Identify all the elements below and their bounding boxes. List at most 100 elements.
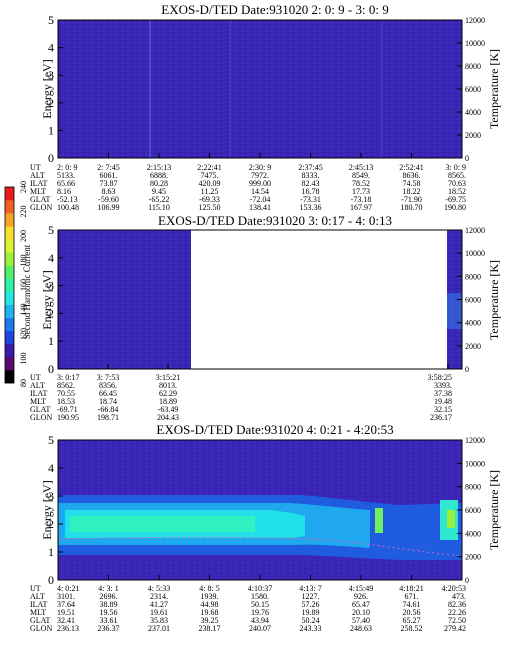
- panel-2-ephem-value: 37.38: [434, 389, 452, 398]
- panel-1-ephem-value: -59.60: [98, 195, 119, 204]
- panel-1-heatmap: [57, 19, 463, 159]
- colorbar-swatch: [5, 252, 14, 266]
- panel-2-ephem-value: 236.17: [430, 413, 452, 422]
- colorbar-tick-label: 200: [19, 230, 28, 242]
- panel-2-ephem-value: 62.29: [159, 389, 177, 398]
- colorbar-tick-label: 140: [19, 304, 28, 316]
- panel-3-ephem-value: 238.17: [199, 624, 221, 633]
- panel-3-ephem-value: 4:10:37: [248, 584, 272, 593]
- colorbar-swatch: [5, 278, 14, 292]
- panel-1-ytick-label: 1: [48, 123, 54, 137]
- panel-1-ephem-value: 8.16: [57, 187, 71, 196]
- panel-3-ephem-value: 240.07: [249, 624, 271, 633]
- panel-1-y2tick-label: 4000: [465, 108, 481, 117]
- panel-1-ephem-value: 8.63: [102, 187, 116, 196]
- panel-3-band-core: [70, 516, 255, 532]
- panel-2-ephem-value: 18.89: [159, 397, 177, 406]
- panel-1-ephem-value: 3: 0: 9: [446, 163, 466, 172]
- colorbar-tick-label: 160: [19, 279, 28, 291]
- panel-2-ytick-label: 5: [48, 223, 54, 237]
- panel-1-ephem-value: 80.28: [150, 179, 168, 188]
- panel-1-ephem-label: ALT: [30, 171, 45, 180]
- panel-3-y2tick-label: 6000: [465, 506, 481, 515]
- panel-3-ephem-value: 39.25: [201, 616, 219, 625]
- panel-3-y2tick-label: 12000: [465, 436, 485, 445]
- panel-2-ephem-value: 19.48: [434, 397, 452, 406]
- panel-1-ephem-value: 167.97: [350, 203, 372, 212]
- panel-3-ephem-value: 4:18:21: [399, 584, 423, 593]
- panel-1-ephem-value: 180.70: [401, 203, 423, 212]
- panel-1-ephem-value: -65.22: [149, 195, 170, 204]
- panel-3-y2tick-label: 4000: [465, 529, 481, 538]
- panel-1-ylabel: Energy [eV]: [40, 59, 54, 118]
- panel-3-ephem-value: 57.26: [302, 600, 320, 609]
- panel-1-ytick-label: 0: [48, 151, 54, 165]
- panel-2-y2tick-label: 8000: [465, 272, 481, 281]
- colorbar-swatch: [5, 317, 14, 332]
- panel-1-ephem-value: -73.18: [351, 195, 372, 204]
- panel-3-ephem-value: 243.33: [300, 624, 322, 633]
- panel-2-ephem-value: 18.74: [99, 397, 117, 406]
- panel-1-y2tick-label: 12000: [465, 16, 485, 25]
- colorbar-frame: [4, 186, 15, 384]
- panel-3-y2tick-label: 0: [465, 576, 469, 585]
- panel-1-y2tick-label: 6000: [465, 85, 481, 94]
- panel-1-ephem-value: 2:52:41: [399, 163, 423, 172]
- panel-2-y2tick-label: 0: [465, 365, 469, 374]
- panel-3-ylabel: Energy [eV]: [40, 480, 54, 539]
- panel-1-ephem-value: 190.80: [444, 203, 466, 212]
- panel-3-ephem-value: 2314.: [150, 592, 168, 601]
- panel-3-ephem-value: 19.51: [57, 608, 75, 617]
- panel-1-ephem-label: UT: [30, 163, 41, 172]
- panel-2-ephem-value: -66.84: [98, 405, 119, 414]
- panel-2-ephem-value: 198.71: [97, 413, 119, 422]
- colorbar-tick-label: 120: [19, 328, 28, 340]
- panel-1-ephem-value: 6888.: [150, 171, 168, 180]
- panel-1-ephem-value: 9.45: [152, 187, 166, 196]
- panel-3-temperature-trace: [57, 536, 463, 557]
- panel-2-ephem-label: GLAT: [30, 405, 51, 414]
- panel-2-heatmap: [57, 229, 463, 370]
- panel-1-ephem-value: -69.33: [199, 195, 220, 204]
- colorbar-tick-label: 80: [19, 379, 28, 387]
- panel-1-title: EXOS-D/TED Date:931020 2: 0: 9 - 3: 0: 9: [161, 2, 388, 17]
- panel-3-y2tick-label: 8000: [465, 483, 481, 492]
- panel-3-ephem-value: 50.24: [302, 616, 320, 625]
- panel-3-heatmap: [57, 439, 463, 581]
- panel-3-ephem-value: 258.52: [401, 624, 423, 633]
- panel-1-ephem-value: 106.99: [98, 203, 120, 212]
- panel-2-y2tick-label: 2000: [465, 342, 481, 351]
- panel-3-ephem-value: 65.27: [403, 616, 421, 625]
- panel-3-ephem-label: ALT: [30, 592, 45, 601]
- panel-3-y2tick-label: 2000: [465, 553, 481, 562]
- panel-1-ephem-value: 2:37:45: [298, 163, 322, 172]
- panel-1-y2tick-label: 2000: [465, 131, 481, 140]
- panel-3-ephem-value: 57.40: [352, 616, 370, 625]
- panel-3-ephem-label: MLT: [30, 608, 46, 617]
- panel-3-ytick-label: 5: [48, 433, 54, 447]
- panel-1-ephem-value: 78.52: [352, 179, 370, 188]
- colorbar-swatch: [5, 239, 14, 253]
- panel-3-ephem-value: 19.68: [201, 608, 219, 617]
- panel-3-ephem-value: 237.01: [148, 624, 170, 633]
- panel-2-y2tick-label: 10000: [465, 249, 485, 258]
- panel-2-ephem-label: UT: [30, 373, 41, 382]
- panel-3-ephem-value: 4:20:53: [442, 584, 466, 593]
- panel-3-ytick-label: 4: [48, 461, 54, 475]
- panel-1-ephem-value: 16.78: [302, 187, 320, 196]
- panel-3-ephem-value: 4: 5:33: [148, 584, 170, 593]
- panel-3-ephem-value: 3101.: [57, 592, 75, 601]
- panel-3-ephem-value: 1227.: [302, 592, 320, 601]
- panel-3-ephem-value: 4:13: 7: [299, 584, 321, 593]
- panel-2-y2tick-label: 12000: [465, 226, 485, 235]
- panel-3-ytick-label: 1: [48, 545, 54, 559]
- panel-3-ephem-value: 19.89: [302, 608, 320, 617]
- panel-2-y2tick-label: 6000: [465, 296, 481, 305]
- panel-1-y2label: Temperature [K]: [487, 49, 501, 129]
- panel-1-ephem-value: 8333.: [302, 171, 320, 180]
- panel-3-ephem-label: GLAT: [30, 616, 51, 625]
- panel-2-title: EXOS-D/TED Date:931020 3: 0:17 - 4: 0:13: [158, 213, 392, 228]
- panel-3-ephem-value: 50.15: [251, 600, 269, 609]
- panel-1-ephem-value: 2:22:41: [197, 163, 221, 172]
- panel-3-ephem-value: 1580.: [251, 592, 269, 601]
